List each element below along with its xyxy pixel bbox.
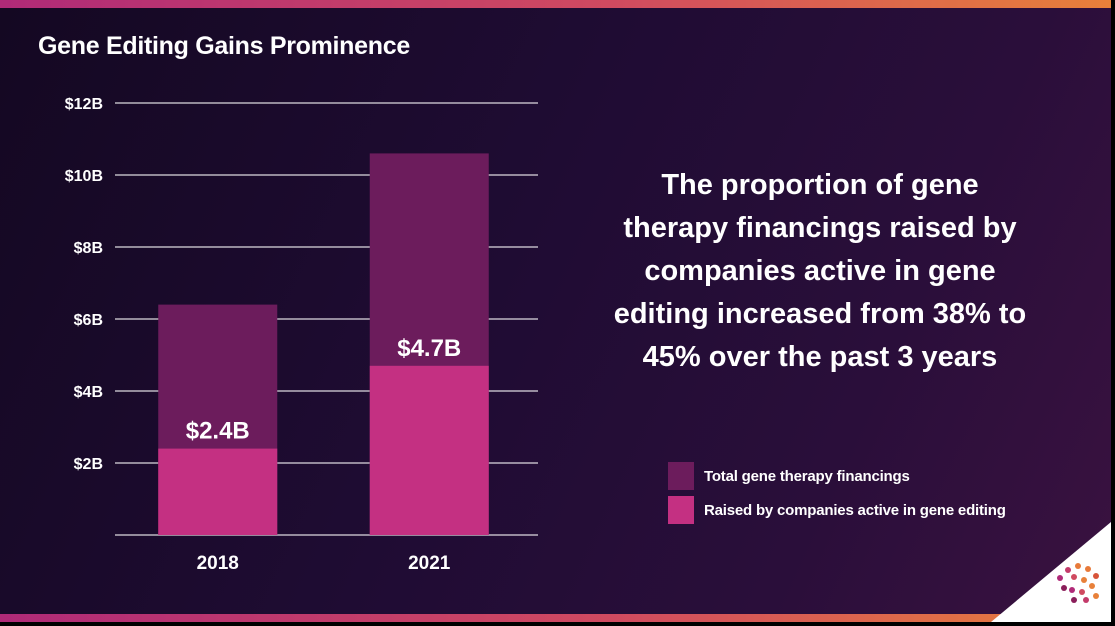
legend-label-total: Total gene therapy financings (704, 467, 910, 485)
chart-title: Gene Editing Gains Prominence (38, 32, 410, 60)
legend-item-editing: Raised by companies active in gene editi… (668, 496, 1006, 524)
callout-text: The proportion of gene therapy financing… (613, 169, 1027, 373)
legend-label-editing: Raised by companies active in gene editi… (704, 501, 1006, 519)
y-tick-label: $4B (74, 384, 103, 401)
y-tick-label: $12B (65, 96, 103, 113)
bottom-accent-bar (0, 614, 1111, 622)
x-tick-label: 2018 (197, 553, 239, 574)
y-tick-label: $6B (74, 312, 103, 329)
y-tick-label: $2B (74, 456, 103, 473)
x-tick-label: 2021 (408, 553, 451, 574)
y-tick-label: $10B (65, 168, 103, 185)
corner-decoration (991, 522, 1111, 622)
data-label: $4.7B (397, 335, 461, 362)
legend-swatch-total (668, 462, 694, 490)
bar-gene-editing (369, 365, 489, 535)
data-label: $2.4B (186, 418, 250, 445)
legend: Total gene therapy financings Raised by … (668, 462, 1006, 530)
top-accent-bar (0, 0, 1111, 8)
bar-chart: $2B $4B $6B $8B $10B $12B $2.4B 2018 $4.7B 2021 (65, 96, 538, 574)
bar-gene-editing (158, 448, 278, 535)
y-tick-label: $8B (74, 240, 103, 257)
legend-swatch-editing (668, 496, 694, 524)
company-logo-icon (1057, 563, 1099, 603)
legend-item-total: Total gene therapy financings (668, 462, 1006, 490)
